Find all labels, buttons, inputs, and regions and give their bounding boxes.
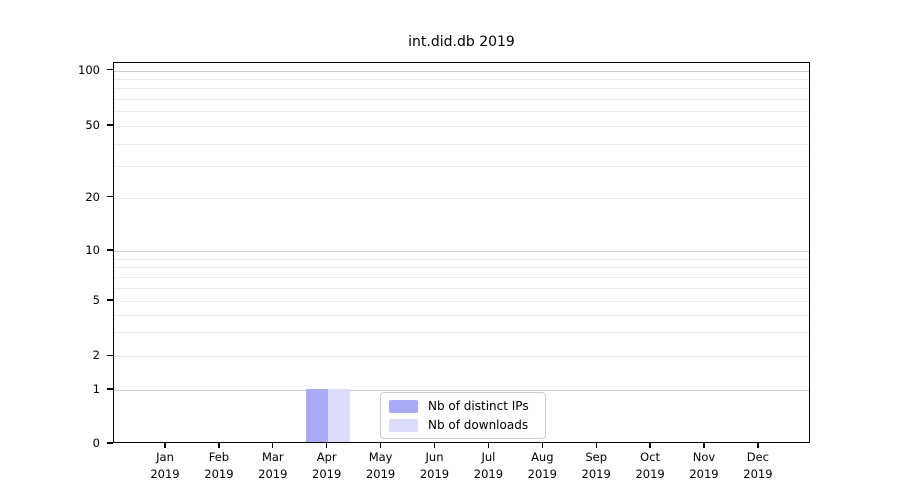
x-tick-label: Jul 2019 <box>473 450 504 481</box>
minor-gridline <box>114 331 809 333</box>
minor-gridline <box>114 111 809 113</box>
legend-swatch-icon <box>389 399 418 413</box>
y-tick-label: 10 <box>85 243 100 257</box>
minor-gridline <box>114 99 809 101</box>
x-tick-mark <box>703 443 705 448</box>
x-tick-mark <box>326 443 328 448</box>
x-tick-label: Nov 2019 <box>689 450 719 481</box>
x-tick-label: Oct 2019 <box>635 450 665 481</box>
minor-gridline <box>114 267 809 269</box>
major-gridline <box>114 389 809 391</box>
x-tick-mark <box>757 443 759 448</box>
x-tick-mark <box>487 443 490 448</box>
chart-title: int.did.db 2019 <box>408 34 515 50</box>
y-tick-mark <box>107 442 113 444</box>
minor-gridline <box>114 301 809 302</box>
x-tick-label: May 2019 <box>365 450 396 481</box>
y-tick-mark <box>107 196 113 198</box>
x-tick-mark <box>218 443 220 448</box>
minor-gridline <box>114 197 809 199</box>
legend: Nb of distinct IPs Nb of downloads <box>380 392 546 439</box>
minor-gridline <box>114 78 809 80</box>
minor-gridline <box>114 356 809 358</box>
y-tick-label: 0 <box>92 436 100 450</box>
legend-item: Nb of downloads <box>389 418 537 432</box>
minor-gridline <box>114 88 809 90</box>
x-tick-label: Dec 2019 <box>743 450 773 481</box>
y-tick-mark <box>107 68 113 71</box>
minor-gridline <box>114 287 809 289</box>
y-tick-label: 1 <box>92 381 100 396</box>
y-tick-label: 20 <box>85 189 100 204</box>
x-tick-mark <box>272 443 274 448</box>
plot-area: Nb of distinct IPs Nb of downloads <box>113 62 810 443</box>
y-tick-label: 5 <box>92 293 100 307</box>
x-tick-label: Aug 2019 <box>527 450 557 481</box>
x-tick-label: Feb 2019 <box>204 450 234 481</box>
x-tick-mark <box>541 443 543 448</box>
bar-nb-of-downloads <box>327 389 350 442</box>
y-tick-mark <box>107 124 113 126</box>
y-tick-mark <box>107 354 113 357</box>
x-tick-label: Apr 2019 <box>312 450 342 481</box>
x-tick-label: Jun 2019 <box>419 450 450 481</box>
minor-gridline <box>114 258 809 260</box>
x-tick-label: Jan 2019 <box>150 450 180 481</box>
y-tick-label: 2 <box>92 348 100 363</box>
x-tick-mark <box>164 443 166 448</box>
minor-gridline <box>114 276 809 278</box>
x-tick-mark <box>379 443 382 448</box>
x-tick-label: Mar 2019 <box>258 450 288 481</box>
minor-gridline <box>114 166 809 167</box>
major-gridline <box>114 251 809 252</box>
minor-gridline <box>114 143 809 145</box>
legend-item: Nb of distinct IPs <box>389 399 537 413</box>
minor-gridline <box>114 314 809 316</box>
legend-label: Nb of downloads <box>428 418 529 432</box>
x-tick-mark <box>595 443 597 448</box>
y-tick-mark <box>107 299 113 301</box>
y-tick-mark <box>107 249 113 251</box>
y-tick-label: 100 <box>78 62 100 77</box>
minor-gridline <box>114 126 809 127</box>
legend-label: Nb of distinct IPs <box>428 399 529 413</box>
legend-swatch-icon <box>389 418 418 432</box>
x-tick-mark <box>433 443 436 448</box>
x-tick-mark <box>649 443 651 448</box>
y-tick-label: 50 <box>85 118 100 132</box>
x-tick-label: Sep 2019 <box>581 450 611 481</box>
y-tick-mark <box>107 388 113 390</box>
major-gridline <box>114 70 809 72</box>
bar-nb-of-distinct-ips <box>305 389 328 442</box>
